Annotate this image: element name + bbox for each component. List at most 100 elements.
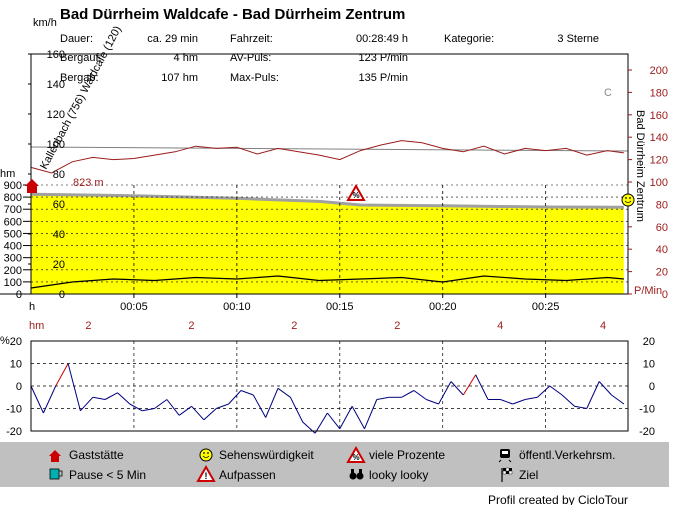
time-tick-label: 00:05	[120, 301, 148, 313]
stat-value: 123 P/min	[358, 52, 408, 64]
gradient-segment	[586, 381, 600, 409]
gradient-segment	[611, 394, 625, 405]
stat-value: ca. 29 min	[147, 33, 198, 45]
stat-label: Bergab:	[60, 72, 99, 84]
hm-row-value: 2	[85, 320, 91, 332]
elevation-tick-label: 200	[4, 265, 22, 277]
elevation-tick-label: 900	[4, 180, 22, 192]
gradient-segment	[166, 399, 180, 416]
pulse-tick-label: 100	[650, 177, 668, 189]
speed-tick-label: 40	[53, 229, 65, 241]
speed-tick-label: 60	[53, 199, 65, 211]
pulse-tick-label: 20	[656, 267, 668, 279]
gradient-segment	[265, 388, 279, 418]
elevation-tick-label: 100	[4, 277, 22, 289]
cup-icon	[49, 468, 63, 480]
elevation-tick-label: 800	[4, 192, 22, 204]
gradient-segment	[376, 396, 390, 400]
pulse-tick-label: 80	[656, 199, 668, 211]
gradient-segment	[549, 385, 563, 396]
pulse-tick-label: 180	[650, 87, 668, 99]
restaurant-icon	[25, 179, 39, 193]
stat-value: 00:28:49 h	[356, 33, 408, 45]
gradient-tick-label-left: 10	[10, 359, 22, 371]
speed-tick-label: 120	[47, 109, 65, 121]
gradient-segment	[512, 399, 526, 405]
gradient-segment	[277, 387, 291, 398]
gradient-segment	[55, 363, 69, 387]
elevation-tick-label: 0	[16, 289, 22, 301]
hm-row-label: hm	[29, 320, 44, 332]
gradient-tick-label-right: -10	[639, 404, 655, 416]
speed-line	[30, 275, 624, 289]
gradient-segment	[216, 403, 229, 409]
legend-label: öffentl.Verkehrsm.	[519, 448, 616, 462]
marker-label: C	[604, 87, 612, 99]
gradient-segment	[537, 385, 551, 398]
hm-row-value: 2	[291, 320, 297, 332]
stat-value: 4 hm	[174, 52, 198, 64]
gradient-axes: -20 -20 -10 -10 0 0 10 10 20 20	[6, 336, 655, 438]
gradient-segment	[302, 421, 316, 434]
restaurant-icon	[49, 450, 61, 462]
gradient-segment	[104, 392, 118, 400]
start-elevation-label: 823 m	[73, 177, 104, 189]
gradient-segment	[178, 405, 192, 416]
warning-percent-icon: %	[346, 445, 366, 463]
gradient-gridlines	[31, 341, 628, 431]
speed-tick-label: 0	[59, 289, 65, 301]
svg-text:%: %	[352, 453, 359, 462]
gradient-segment	[92, 396, 106, 400]
gradient-segment	[203, 408, 217, 421]
legend: Gaststätte Sehenswürdigkeit % viele Proz…	[49, 445, 616, 482]
gradient-layer	[30, 363, 625, 434]
gradient-segment	[351, 406, 365, 430]
finish-flag-icon	[501, 467, 513, 482]
gradient-segment	[339, 406, 353, 430]
stat-label: Dauer:	[60, 33, 93, 45]
gradient-segment	[67, 363, 81, 411]
gradient-segment	[450, 381, 464, 396]
gradient-plot-frame	[30, 340, 629, 432]
legend-label: Pause < 5 Min	[69, 468, 146, 482]
gradient-tick-label-right: 0	[649, 381, 655, 393]
time-axis-label: h	[29, 301, 35, 313]
legend-label: viele Prozente	[369, 448, 445, 462]
gradient-segment	[252, 394, 267, 418]
gradient-segment	[525, 396, 538, 400]
elevation-axis-label: hm	[0, 168, 15, 180]
elevation-tick-label: 500	[4, 228, 22, 240]
hm-row-value: 2	[188, 320, 194, 332]
speed-tick-label: 100	[47, 139, 65, 151]
stat-label: Bergauf:	[60, 52, 102, 64]
legend-background	[0, 442, 669, 487]
svg-text:%: %	[352, 191, 359, 200]
gradient-segment	[401, 390, 415, 398]
gradient-segment	[142, 408, 155, 412]
gradient-segment	[500, 399, 513, 405]
footer-credit: Profil created by CicloTour	[488, 493, 628, 505]
warning-percent-icon: %	[346, 183, 366, 201]
elevation-tick-label: 300	[4, 253, 22, 265]
time-tick-label: 00:20	[429, 301, 457, 313]
stat-label: Max-Puls:	[230, 72, 279, 84]
gradient-segment	[42, 385, 57, 414]
gradient-segment	[462, 374, 477, 396]
pulse-tick-label: 200	[650, 65, 668, 77]
gradient-segment	[129, 403, 143, 412]
legend-label: Ziel	[519, 468, 538, 482]
gradient-segment	[154, 399, 168, 409]
warning-icon: !	[196, 464, 216, 482]
speed-tick-label: 160	[47, 49, 65, 61]
speed-tick-label: 140	[47, 79, 65, 91]
gradient-segment	[228, 390, 242, 405]
stat-label: Kategorie:	[444, 33, 494, 45]
legend-label: Gaststätte	[69, 448, 124, 462]
stat-label: Fahrzeit:	[230, 33, 273, 45]
gradient-tick-label-right: -20	[639, 426, 655, 438]
gradient-segment	[289, 397, 304, 423]
legend-label: Sehenswürdigkeit	[219, 448, 314, 462]
pulse-tick-label: 140	[650, 132, 668, 144]
